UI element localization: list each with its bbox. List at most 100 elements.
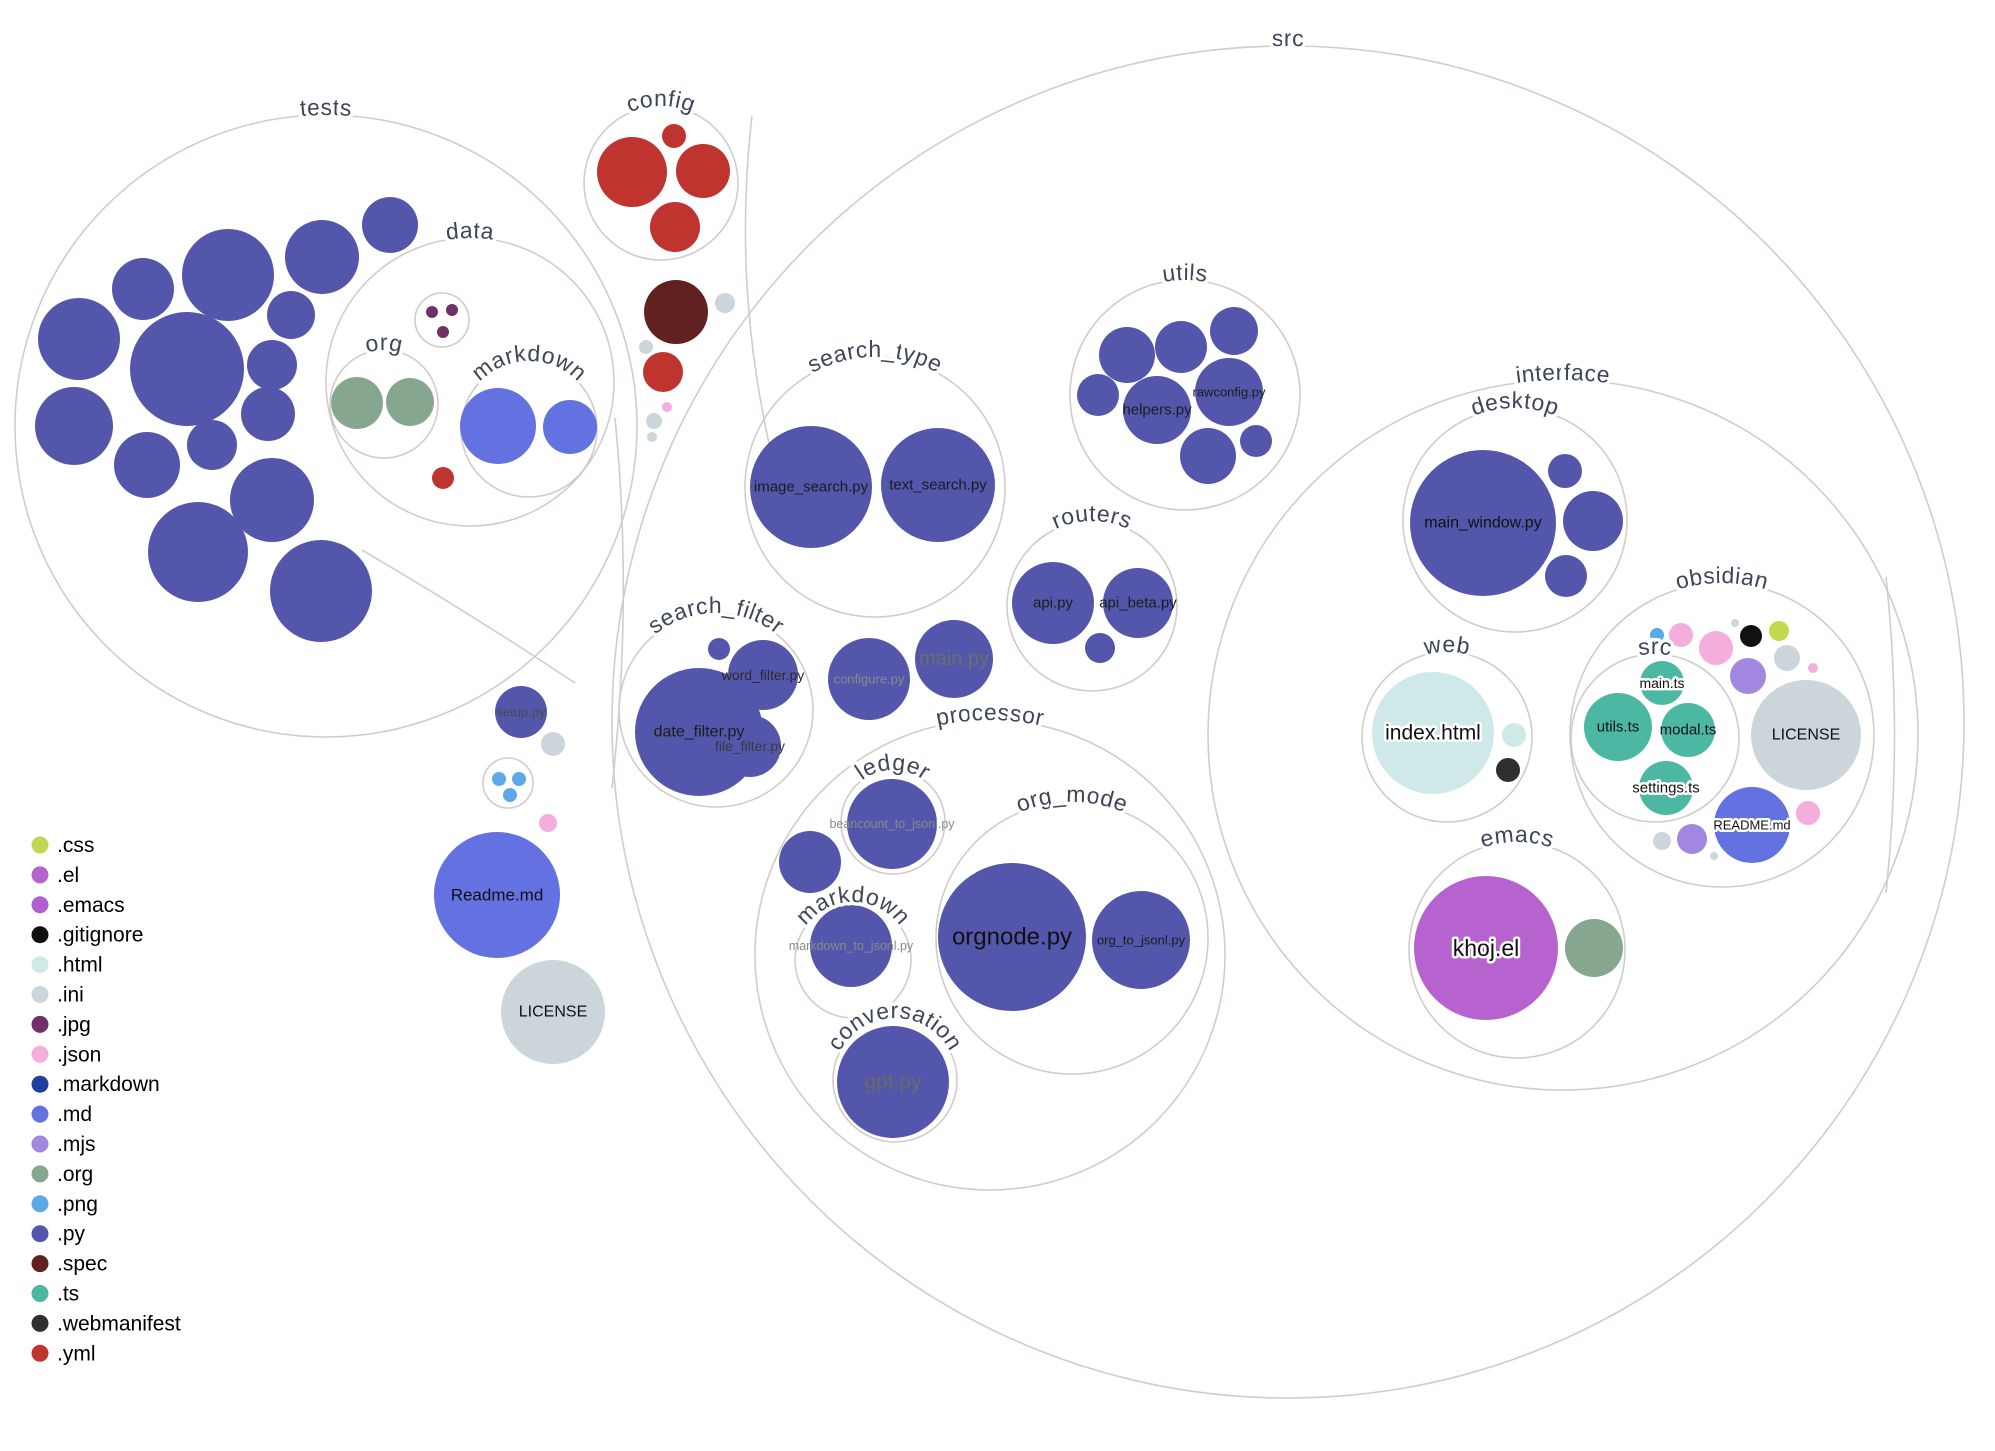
main-py-file-circle: [915, 620, 993, 698]
legend-label: .webmanifest: [57, 1312, 181, 1335]
png-file-circle: [503, 788, 517, 802]
py-file-circle: [130, 312, 244, 426]
ini-file-circle: [646, 413, 662, 429]
py-file-circle: [1545, 555, 1587, 597]
spec-file-circle: [644, 280, 708, 344]
gpt-py-file-label: gpt.py: [864, 1071, 922, 1094]
legend-label: .html: [57, 954, 103, 977]
py-file-circle: [247, 340, 297, 390]
py-file-circle: [1180, 428, 1236, 484]
dir-org-label: org: [363, 329, 406, 357]
dir-interface-circle: [1207, 379, 1919, 1091]
mjs-file-circle: [1730, 658, 1766, 694]
legend-item-mjs: .mjs: [31, 1133, 96, 1156]
py-file-circle: [270, 540, 372, 642]
dir-org-circle: [329, 349, 439, 459]
py-file-circle: [38, 298, 120, 380]
py-file-circle: [1099, 327, 1155, 383]
legend-item-gitignore: .gitignore: [31, 924, 143, 947]
legend-label: .png: [57, 1193, 98, 1216]
settings-ts-file-circle: [1639, 761, 1693, 815]
beancount-to-jsonl-py-file-circle: [847, 779, 937, 869]
dir-search-filter-circle: [618, 612, 814, 808]
dir-data-label: data: [444, 217, 495, 245]
dir-utils-circle: [1069, 279, 1301, 511]
index-html-file-circle: [1372, 672, 1494, 794]
markdown-legend-dot: [31, 1075, 49, 1093]
dir-obsidian-circle: [1569, 582, 1875, 888]
beancount-to-jsonl-py-file-label: beancount_to_jsonl.py: [829, 817, 955, 831]
legend-label: .markdown: [57, 1073, 160, 1096]
ini-file-circle: [541, 732, 565, 756]
ini-legend-dot: [31, 986, 49, 1003]
png-legend-dot: [31, 1195, 49, 1213]
legend-label: .css: [57, 834, 94, 857]
file-filter-py-file-circle: [719, 715, 781, 777]
legend-item-css: .css: [31, 834, 94, 857]
dir-config-circle: [583, 105, 739, 261]
json-legend-dot: [31, 1045, 49, 1063]
legend-item-png: .png: [31, 1193, 98, 1216]
jpg-file-circle: [437, 326, 449, 338]
legend-label: .el: [57, 864, 79, 887]
dir-web-label: web: [1421, 631, 1472, 660]
dir-obsidian-src-label: src: [1637, 633, 1674, 660]
readme-md-file-circle: [434, 832, 560, 958]
yml-file-circle: [643, 352, 683, 392]
py-file-circle: [241, 387, 295, 441]
api-beta-py-file-circle: [1103, 568, 1173, 638]
legend-item-markdown: .markdown: [31, 1073, 160, 1096]
ini-file-circle: [1731, 619, 1739, 627]
py-file-circle: [1240, 425, 1272, 457]
gitignore-file-circle: [1740, 625, 1762, 647]
file-filter-py-file-label: file_filter.py: [715, 738, 785, 754]
configure-py-file-label: configure.py: [834, 672, 905, 687]
md-file-circle: [460, 388, 536, 464]
index-html-file-label: index.html: [1385, 722, 1481, 745]
py-file-circle: [285, 220, 359, 294]
mjs-legend-dot: [31, 1135, 49, 1153]
yml-file-circle: [432, 467, 454, 489]
utils-ts-file-label: utils.ts: [1597, 719, 1640, 736]
orgnode-py-file-label: orgnode.py: [952, 924, 1072, 951]
text-search-py-file-circle: [881, 428, 995, 542]
org-to-jsonl-py-file-label: org_to_jsonl.py: [1097, 933, 1186, 948]
png-file-circle: [1650, 628, 1664, 642]
main-py-file-label: main.py: [919, 648, 989, 670]
mjs-file-circle: [1677, 824, 1707, 854]
obsidian-license-file-circle: [1751, 680, 1861, 790]
main-window-py-file-circle: [1410, 450, 1556, 596]
dir-org-mode-circle: [935, 801, 1209, 1075]
helpers-py-file-circle: [1123, 376, 1191, 444]
json-file-circle: [1699, 631, 1733, 665]
dir-markdown-processor-circle: [794, 901, 912, 1019]
css-file-circle: [1769, 621, 1789, 641]
json-file-circle: [539, 814, 557, 832]
py-file-circle: [1155, 321, 1207, 373]
ini-file-circle: [1710, 852, 1718, 860]
main-window-py-file-label: main_window.py: [1424, 515, 1541, 532]
main-ts-file-circle: [1640, 661, 1684, 705]
ini-file-circle: [1774, 645, 1800, 671]
jpg-legend-dot: [31, 1015, 49, 1033]
dir-conversation-circle: [832, 1017, 958, 1143]
py-file-circle: [114, 432, 180, 498]
setup-py-file-label: setup.py: [496, 705, 546, 720]
modal-ts-file-circle: [1661, 703, 1715, 757]
dir-desktop-circle: [1402, 407, 1628, 633]
legend-item-md: .md: [31, 1103, 92, 1126]
dir-interface-label: interface: [1514, 359, 1611, 388]
helpers-py-file-label: helpers.py: [1122, 402, 1192, 419]
legend-label: .gitignore: [57, 924, 143, 947]
api-py-file-label: api.py: [1033, 595, 1074, 612]
dir-emacs-label: emacs: [1477, 821, 1557, 853]
obsidian-license-file-label: LICENSE: [1772, 727, 1840, 744]
html-file-circle: [1502, 723, 1526, 747]
dir-src-label: src: [1272, 25, 1305, 51]
json-file-circle: [1669, 623, 1693, 647]
legend-item-el: .el: [31, 864, 79, 887]
py-file-circle: [35, 387, 113, 465]
word-filter-py-file-circle: [728, 640, 798, 710]
json-file-circle: [1808, 663, 1818, 673]
